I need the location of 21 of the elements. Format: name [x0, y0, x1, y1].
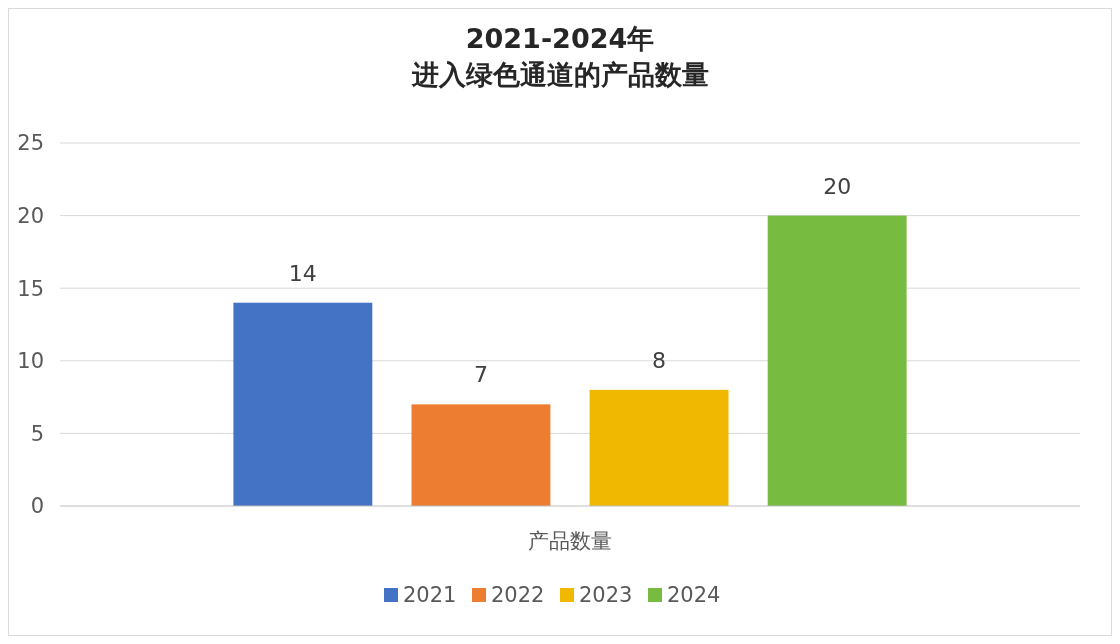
bar — [589, 389, 729, 506]
data-label: 20 — [823, 173, 852, 199]
legend-label: 2022 — [491, 583, 545, 608]
legend-label: 2021 — [403, 583, 457, 608]
y-tick-label: 10 — [17, 349, 44, 374]
chart-subtitle: 进入绿色通道的产品数量 — [410, 59, 709, 90]
chart-title: 2021-2024年 — [465, 23, 655, 54]
data-label: 7 — [473, 362, 488, 388]
legend-label: 2023 — [579, 583, 633, 608]
data-label: 8 — [652, 347, 667, 373]
y-tick-label: 20 — [17, 203, 44, 228]
legend-label: 2024 — [667, 583, 721, 608]
y-tick-label: 15 — [17, 276, 44, 301]
bar — [411, 404, 551, 506]
bar — [767, 215, 907, 506]
data-label: 14 — [288, 260, 317, 286]
x-tick-label: 产品数量 — [528, 529, 612, 553]
y-tick-label: 5 — [30, 421, 44, 446]
y-tick-label: 25 — [17, 131, 44, 156]
y-tick-label: 0 — [30, 494, 44, 519]
bar — [233, 302, 373, 506]
